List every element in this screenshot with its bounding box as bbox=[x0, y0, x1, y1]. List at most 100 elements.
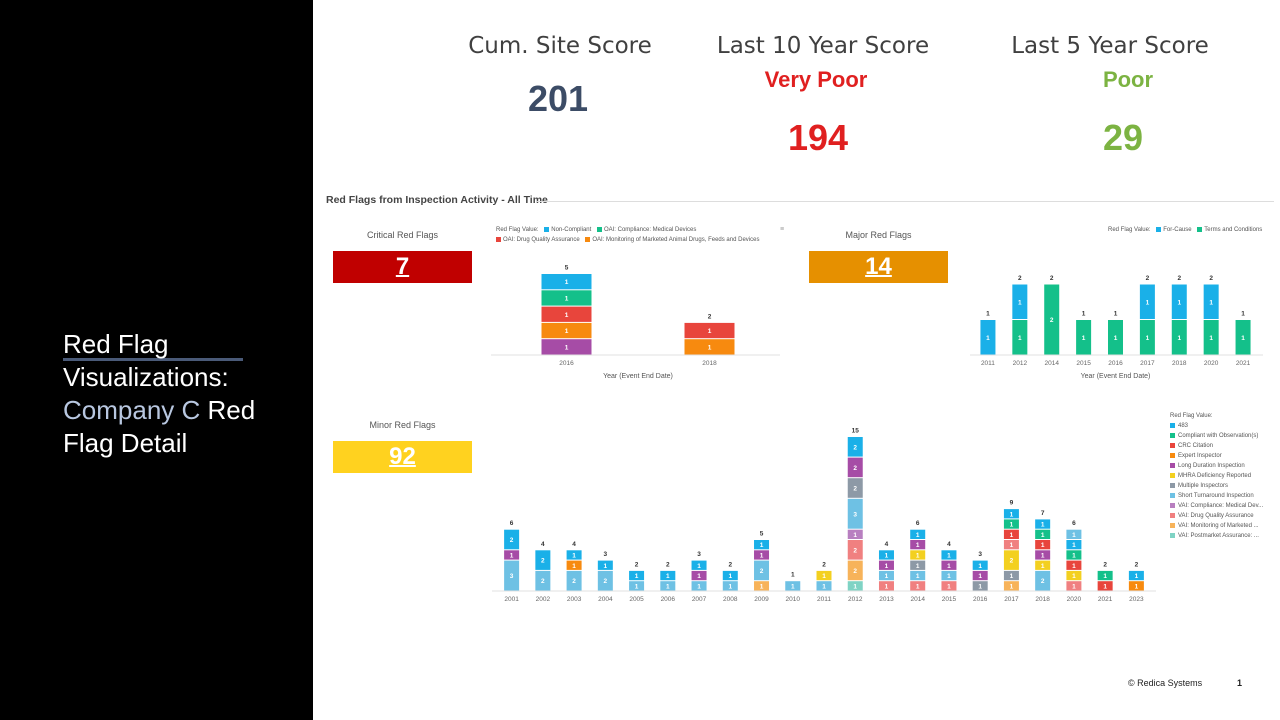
bar-segment[interactable] bbox=[910, 560, 926, 570]
bar-segment[interactable] bbox=[941, 550, 957, 560]
bar-segment[interactable] bbox=[847, 498, 863, 529]
bar-segment[interactable] bbox=[1003, 550, 1019, 570]
bar-segment[interactable] bbox=[910, 550, 926, 560]
bar-segment[interactable] bbox=[504, 550, 520, 560]
bar-segment[interactable] bbox=[1003, 509, 1019, 519]
bar-segment[interactable] bbox=[754, 581, 770, 591]
bar-segment[interactable] bbox=[941, 581, 957, 591]
bar-segment[interactable] bbox=[754, 550, 770, 560]
bar-segment[interactable] bbox=[1012, 284, 1028, 320]
bar-segment[interactable] bbox=[541, 274, 592, 290]
bar-segment[interactable] bbox=[691, 581, 707, 591]
bar-segment[interactable] bbox=[847, 560, 863, 581]
bar-segment[interactable] bbox=[541, 306, 592, 322]
bar-segment[interactable] bbox=[785, 581, 801, 591]
bar-segment[interactable] bbox=[941, 560, 957, 570]
bar-segment[interactable] bbox=[1128, 581, 1144, 591]
bar-segment[interactable] bbox=[722, 570, 738, 581]
bar-segment[interactable] bbox=[847, 581, 863, 591]
bar-segment[interactable] bbox=[535, 550, 551, 570]
bar-segment[interactable] bbox=[660, 570, 676, 581]
bar-segment[interactable] bbox=[847, 437, 863, 457]
bar-segment[interactable] bbox=[972, 570, 988, 581]
bar-segment[interactable] bbox=[878, 570, 894, 581]
bar-segment[interactable] bbox=[1066, 540, 1082, 550]
legend-item[interactable]: Long Duration Inspection bbox=[1170, 463, 1263, 473]
bar-segment[interactable] bbox=[910, 529, 926, 539]
minor-kpi-box[interactable]: 92 bbox=[333, 441, 472, 473]
legend-item[interactable]: VAI: Monitoring of Marketed ... bbox=[1170, 523, 1263, 533]
bar-segment[interactable] bbox=[566, 550, 582, 560]
bar-segment[interactable] bbox=[722, 581, 738, 591]
bar-segment[interactable] bbox=[1066, 581, 1082, 591]
critical-kpi-box[interactable]: 7 bbox=[333, 251, 472, 283]
legend-item[interactable]: MHRA Deficiency Reported bbox=[1170, 473, 1263, 483]
legend-item[interactable]: OAI: Monitoring of Marketed Animal Drugs… bbox=[592, 237, 760, 244]
legend-item[interactable]: VAI: Compliance: Medical Dev... bbox=[1170, 503, 1263, 513]
legend-item[interactable]: Non-Compliant bbox=[551, 227, 592, 234]
bar-segment[interactable] bbox=[1203, 320, 1219, 355]
bar-segment[interactable] bbox=[541, 322, 592, 339]
legend-item[interactable]: CRC Citation bbox=[1170, 443, 1263, 453]
chart-menu-icon[interactable]: ≡ bbox=[779, 226, 785, 233]
bar-segment[interactable] bbox=[1235, 320, 1251, 355]
bar-segment[interactable] bbox=[847, 478, 863, 498]
legend-item[interactable]: VAI: Postmarket Assurance: ... bbox=[1170, 533, 1263, 543]
bar-segment[interactable] bbox=[1035, 529, 1051, 539]
legend-item[interactable]: OAI: Drug Quality Assurance bbox=[503, 237, 580, 244]
bar-segment[interactable] bbox=[878, 550, 894, 560]
bar-segment[interactable] bbox=[541, 339, 592, 355]
bar-segment[interactable] bbox=[847, 540, 863, 560]
bar-segment[interactable] bbox=[660, 581, 676, 591]
bar-segment[interactable] bbox=[1003, 529, 1019, 539]
major-kpi-box[interactable]: 14 bbox=[809, 251, 948, 283]
bar-segment[interactable] bbox=[972, 581, 988, 591]
bar-segment[interactable] bbox=[1171, 284, 1187, 320]
bar-segment[interactable] bbox=[878, 560, 894, 570]
bar-segment[interactable] bbox=[504, 560, 520, 591]
bar-segment[interactable] bbox=[847, 529, 863, 539]
bar-segment[interactable] bbox=[1097, 570, 1113, 581]
legend-item[interactable]: Short Turnaround Inspection bbox=[1170, 493, 1263, 503]
bar-segment[interactable] bbox=[1035, 550, 1051, 560]
legend-item[interactable]: Expert Inspector bbox=[1170, 453, 1263, 463]
bar-segment[interactable] bbox=[910, 540, 926, 550]
bar-segment[interactable] bbox=[754, 540, 770, 550]
legend-item[interactable]: Compliant with Observation(s) bbox=[1170, 433, 1263, 443]
bar-segment[interactable] bbox=[1066, 560, 1082, 570]
bar-segment[interactable] bbox=[597, 570, 613, 591]
legend-item[interactable]: OAI: Compliance: Medical Devices bbox=[603, 227, 697, 234]
bar-segment[interactable] bbox=[1108, 320, 1123, 355]
bar-segment[interactable] bbox=[1171, 320, 1187, 355]
bar-segment[interactable] bbox=[684, 322, 735, 339]
bar-segment[interactable] bbox=[541, 290, 592, 306]
bar-segment[interactable] bbox=[1035, 519, 1051, 529]
bar-segment[interactable] bbox=[816, 570, 832, 581]
bar-segment[interactable] bbox=[1003, 581, 1019, 591]
bar-segment[interactable] bbox=[566, 560, 582, 570]
bar-segment[interactable] bbox=[1076, 320, 1092, 355]
bar-segment[interactable] bbox=[816, 581, 832, 591]
bar-segment[interactable] bbox=[754, 560, 770, 581]
bar-segment[interactable] bbox=[629, 581, 645, 591]
bar-segment[interactable] bbox=[597, 560, 613, 570]
legend-item[interactable]: Terms and Conditions bbox=[1204, 227, 1263, 234]
bar-segment[interactable] bbox=[629, 570, 645, 581]
bar-segment[interactable] bbox=[1044, 284, 1060, 355]
bar-segment[interactable] bbox=[504, 529, 520, 550]
bar-segment[interactable] bbox=[1066, 570, 1082, 581]
legend-item[interactable]: For-Cause bbox=[1163, 227, 1192, 234]
bar-segment[interactable] bbox=[1035, 540, 1051, 550]
bar-segment[interactable] bbox=[847, 457, 863, 478]
legend-item[interactable]: Multiple Inspectors bbox=[1170, 483, 1263, 493]
bar-segment[interactable] bbox=[1012, 320, 1028, 355]
legend-item[interactable]: 483 bbox=[1170, 423, 1263, 433]
bar-segment[interactable] bbox=[1003, 540, 1019, 550]
bar-segment[interactable] bbox=[941, 570, 957, 581]
bar-segment[interactable] bbox=[1003, 519, 1019, 529]
bar-segment[interactable] bbox=[1066, 550, 1082, 560]
bar-segment[interactable] bbox=[1139, 320, 1155, 355]
bar-segment[interactable] bbox=[566, 570, 582, 591]
bar-segment[interactable] bbox=[1035, 560, 1051, 570]
bar-segment[interactable] bbox=[1203, 284, 1219, 320]
